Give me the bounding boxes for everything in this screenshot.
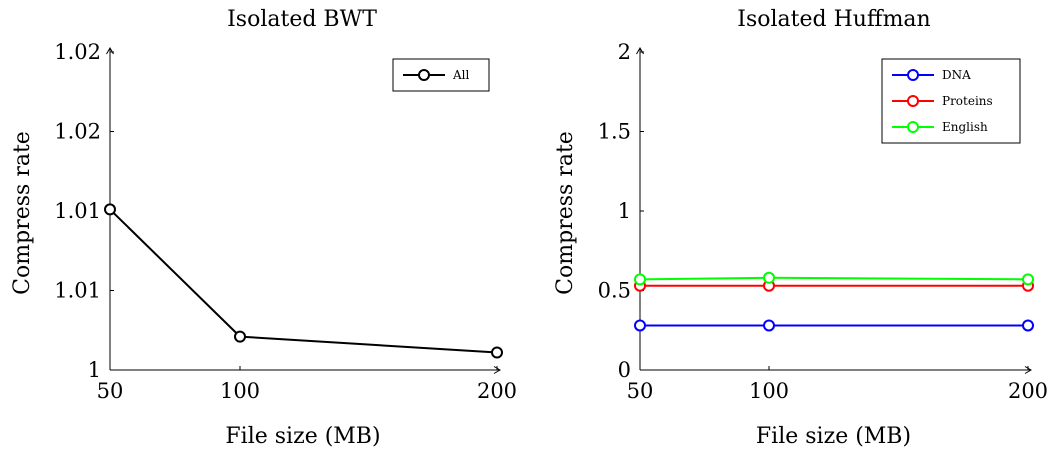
data-point	[234, 330, 246, 343]
series-line-all	[109, 208, 498, 354]
x-tick-label: 50	[97, 379, 124, 403]
y-tick-label: 1.02	[54, 40, 101, 64]
data-point	[763, 271, 775, 284]
y-tick-label: 2	[618, 40, 631, 64]
data-point	[634, 319, 646, 332]
y-tick-label: 1	[88, 358, 101, 382]
legend-label: Proteins	[942, 94, 993, 108]
x-tick-label: 50	[627, 379, 654, 403]
data-point	[491, 346, 503, 359]
data-point	[634, 273, 646, 286]
legend-marker	[907, 95, 919, 107]
y-tick-label: 1.5	[598, 120, 631, 144]
data-point	[1022, 273, 1034, 286]
y-tick-label: 0	[618, 358, 631, 382]
x-tick-label: 200	[1008, 379, 1048, 403]
y-axis-label: Compress rate	[553, 131, 578, 295]
x-axis-arrow	[1024, 366, 1032, 374]
chart-bwt: Isolated BWT 1 1.01 1.01 1.02 1.02 50 100 200 Fil…	[10, 7, 517, 449]
series-line-english	[639, 276, 1029, 281]
legend-marker	[907, 121, 919, 133]
x-axis-label: File size (MB)	[756, 424, 911, 449]
chart-title: Isolated BWT	[227, 7, 377, 32]
y-tick-label: 1.02	[54, 120, 101, 144]
y-axis-label: Compress rate	[10, 131, 35, 295]
data-point	[104, 203, 116, 216]
x-tick-label: 100	[220, 379, 260, 403]
legend-label: All	[452, 68, 470, 82]
x-axis-arrow	[493, 366, 501, 374]
chart-huffman: Isolated Huffman 0 0.5 1 1.5 2 50 100 200 File si…	[553, 7, 1048, 449]
y-tick-label: 1.01	[54, 199, 101, 223]
legend-marker	[907, 69, 919, 81]
data-point	[1022, 319, 1034, 332]
data-point	[763, 319, 775, 332]
legend-box	[881, 58, 1021, 144]
legend-marker	[418, 69, 430, 81]
x-tick-label: 100	[749, 379, 789, 403]
legend-label: English	[942, 120, 988, 134]
y-tick-label: 0.5	[598, 279, 631, 303]
y-tick-label: 1	[618, 199, 631, 223]
x-axis-label: File size (MB)	[225, 424, 380, 449]
x-tick-label: 200	[477, 379, 517, 403]
y-tick-label: 1.01	[54, 279, 101, 303]
chart-title: Isolated Huffman	[737, 7, 930, 32]
legend-label: DNA	[942, 68, 971, 82]
